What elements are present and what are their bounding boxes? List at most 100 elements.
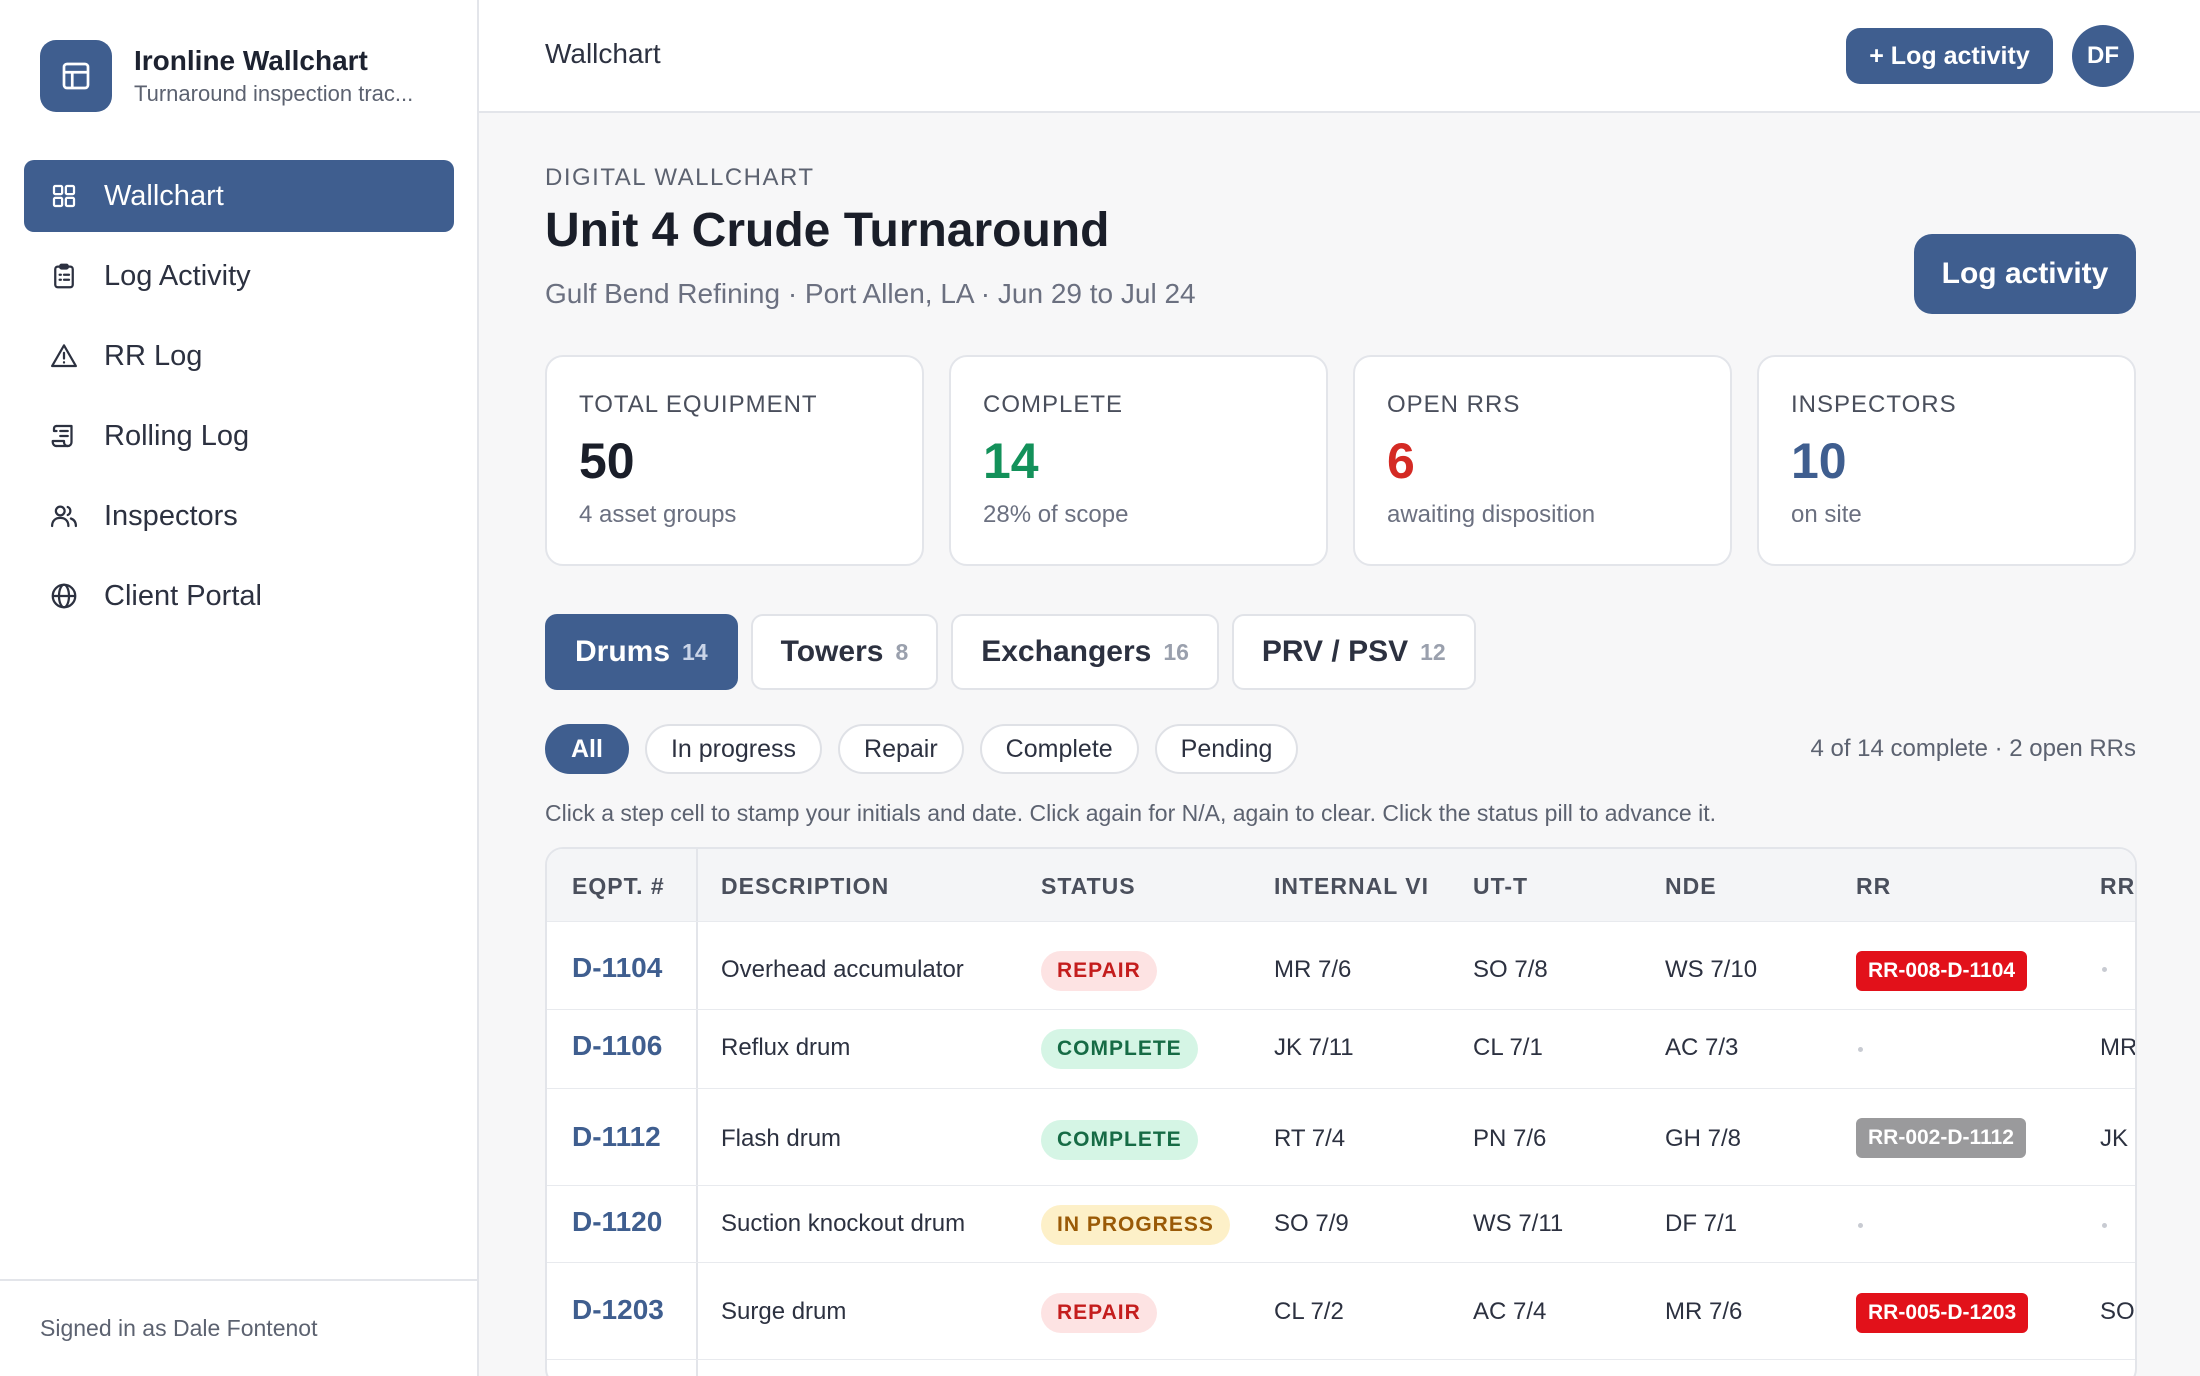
tab-drums[interactable]: Drums 14 <box>545 614 738 690</box>
signed-in-status: Signed in as Dale Fontenot <box>0 1279 479 1376</box>
tab-towers[interactable]: Towers 8 <box>750 614 939 690</box>
page-title: Unit 4 Crude Turnaround <box>545 204 1110 257</box>
scroll-icon <box>48 420 80 452</box>
empty-cell-dot[interactable] <box>1858 1223 1863 1228</box>
rr-tag[interactable]: RR-005-D-1203 <box>1856 1293 2029 1333</box>
stat-note: on site <box>1791 501 1862 528</box>
description-cell: Overhead accumulator <box>721 956 964 983</box>
step-cell-rr-2[interactable]: SO <box>2100 1298 2135 1325</box>
column-header-ut-t: UT-T <box>1473 873 1529 899</box>
rr-tag[interactable]: RR-002-D-1112 <box>1856 1118 2026 1158</box>
status-pill[interactable]: IN PROGRESS <box>1041 1205 1230 1245</box>
step-cell-nde[interactable]: DF 7/1 <box>1665 1210 1738 1237</box>
sidebar-item-rr-log[interactable]: RR Log <box>24 320 454 392</box>
step-cell-nde[interactable]: AC 7/3 <box>1665 1034 1739 1061</box>
step-cell-rr-2[interactable]: MR <box>2100 1034 2137 1061</box>
status-pill[interactable]: COMPLETE <box>1041 1029 1198 1069</box>
globe-icon <box>48 580 80 612</box>
sidebar-item-client-portal[interactable]: Client Portal <box>24 560 454 632</box>
filter-complete[interactable]: Complete <box>979 724 1139 774</box>
filter-pending[interactable]: Pending <box>1154 724 1299 774</box>
brand[interactable]: Ironline Wallchart Turnaround inspection… <box>40 40 444 112</box>
tab-label: Drums <box>575 635 671 668</box>
warning-icon <box>48 340 80 372</box>
status-filters: All In progress Repair Complete Pending <box>545 724 1314 774</box>
stat-note: 4 asset groups <box>579 501 737 528</box>
sidebar-item-label: Rolling Log <box>104 419 250 452</box>
status-pill[interactable]: REPAIR <box>1041 1293 1157 1333</box>
equipment-table: EQPT. # DESCRIPTION STATUS INTERNAL VI U… <box>545 847 2137 1376</box>
stat-label: INSPECTORS <box>1791 391 1957 418</box>
app-logo-icon <box>40 40 112 112</box>
sidebar-item-label: Wallchart <box>104 179 224 212</box>
step-cell-nde[interactable]: GH 7/8 <box>1665 1125 1742 1152</box>
equipment-id-link[interactable]: D-1104 <box>572 952 663 983</box>
table-header: EQPT. # DESCRIPTION STATUS INTERNAL VI U… <box>547 849 2135 921</box>
log-activity-button[interactable]: + Log activity <box>1846 28 2053 84</box>
column-header-description: DESCRIPTION <box>721 873 890 899</box>
empty-cell-dot[interactable] <box>2102 1223 2107 1228</box>
filter-in-progress[interactable]: In progress <box>644 724 823 774</box>
instruction-hint: Click a step cell to stamp your initials… <box>545 800 1717 826</box>
table-row <box>547 1359 2135 1376</box>
column-header-eqpt: EQPT. # <box>572 873 665 899</box>
description-cell: Surge drum <box>721 1298 847 1325</box>
column-divider <box>696 849 698 1376</box>
sidebar-item-log-activity[interactable]: Log Activity <box>24 240 454 312</box>
sidebar-item-label: Log Activity <box>104 259 251 292</box>
step-cell-ut-t[interactable]: PN 7/6 <box>1473 1125 1547 1152</box>
step-cell-ut-t[interactable]: CL 7/1 <box>1473 1034 1543 1061</box>
tab-count: 8 <box>895 638 909 665</box>
description-cell: Reflux drum <box>721 1034 851 1061</box>
status-pill[interactable]: COMPLETE <box>1041 1120 1198 1160</box>
equipment-id-link[interactable]: D-1106 <box>572 1030 663 1061</box>
equipment-id-link[interactable]: D-1203 <box>572 1294 664 1325</box>
stat-card-total-equipment: TOTAL EQUIPMENT 50 4 asset groups <box>545 355 924 566</box>
step-cell-internal-vi[interactable]: JK 7/11 <box>1274 1034 1354 1061</box>
empty-cell-dot[interactable] <box>2102 967 2107 972</box>
step-cell-ut-t[interactable]: WS 7/11 <box>1473 1210 1564 1237</box>
sidebar-item-label: RR Log <box>104 339 203 372</box>
rr-tag[interactable]: RR-008-D-1104 <box>1856 951 2028 991</box>
stat-value: 14 <box>983 433 1039 489</box>
step-cell-ut-t[interactable]: SO 7/8 <box>1473 956 1548 983</box>
step-cell-nde[interactable]: WS 7/10 <box>1665 956 1758 983</box>
tab-count: 16 <box>1163 638 1189 665</box>
step-cell-internal-vi[interactable]: SO 7/9 <box>1274 1210 1349 1237</box>
app-title: Ironline Wallchart <box>134 45 368 76</box>
filter-repair[interactable]: Repair <box>838 724 964 774</box>
column-header-rr: RR <box>1856 873 1892 899</box>
status-pill[interactable]: REPAIR <box>1041 951 1157 991</box>
sidebar-item-label: Inspectors <box>104 499 238 532</box>
step-cell-internal-vi[interactable]: RT 7/4 <box>1274 1125 1346 1152</box>
log-activity-primary-button[interactable]: Log activity <box>1914 234 2136 314</box>
app-subtitle: Turnaround inspection trac... <box>134 81 414 106</box>
filter-all[interactable]: All <box>545 724 629 774</box>
tab-count: 14 <box>682 638 708 665</box>
step-cell-rr-2[interactable]: JK <box>2100 1125 2129 1152</box>
table-row: D-1203 Surge drum REPAIR CL 7/2 AC 7/4 M… <box>547 1262 2135 1359</box>
description-cell: Suction knockout drum <box>721 1210 966 1237</box>
step-cell-ut-t[interactable]: AC 7/4 <box>1473 1298 1547 1325</box>
sidebar-item-rolling-log[interactable]: Rolling Log <box>24 400 454 472</box>
grid-icon <box>48 180 80 212</box>
sidebar-item-inspectors[interactable]: Inspectors <box>24 480 454 552</box>
tab-label: PRV / PSV <box>1261 635 1409 668</box>
equipment-id-link[interactable]: D-1120 <box>572 1206 663 1237</box>
empty-cell-dot[interactable] <box>1858 1047 1863 1052</box>
asset-group-tabs: Drums 14 Towers 8 Exchangers 16 PRV / PSV 12 <box>545 614 1489 690</box>
step-cell-nde[interactable]: MR 7/6 <box>1665 1298 1743 1325</box>
top-bar: Wallchart + Log activity DF <box>479 0 2200 113</box>
step-cell-internal-vi[interactable]: CL 7/2 <box>1274 1298 1344 1325</box>
step-cell-internal-vi[interactable]: MR 7/6 <box>1274 956 1352 983</box>
sidebar-item-wallchart[interactable]: Wallchart <box>24 160 454 232</box>
equipment-id-link[interactable]: D-1112 <box>572 1121 661 1152</box>
completion-summary: 4 of 14 complete · 2 open RRs <box>1810 735 2136 762</box>
tab-prv-psv[interactable]: PRV / PSV 12 <box>1231 614 1476 690</box>
column-header-internal-vi: INTERNAL VI <box>1274 873 1429 899</box>
clipboard-icon <box>48 260 80 292</box>
tab-exchangers[interactable]: Exchangers 16 <box>951 614 1219 690</box>
avatar[interactable]: DF <box>2072 25 2134 87</box>
stat-value: 10 <box>1791 433 1847 489</box>
table-row: D-1112 Flash drum COMPLETE RT 7/4 PN 7/6… <box>547 1088 2135 1185</box>
